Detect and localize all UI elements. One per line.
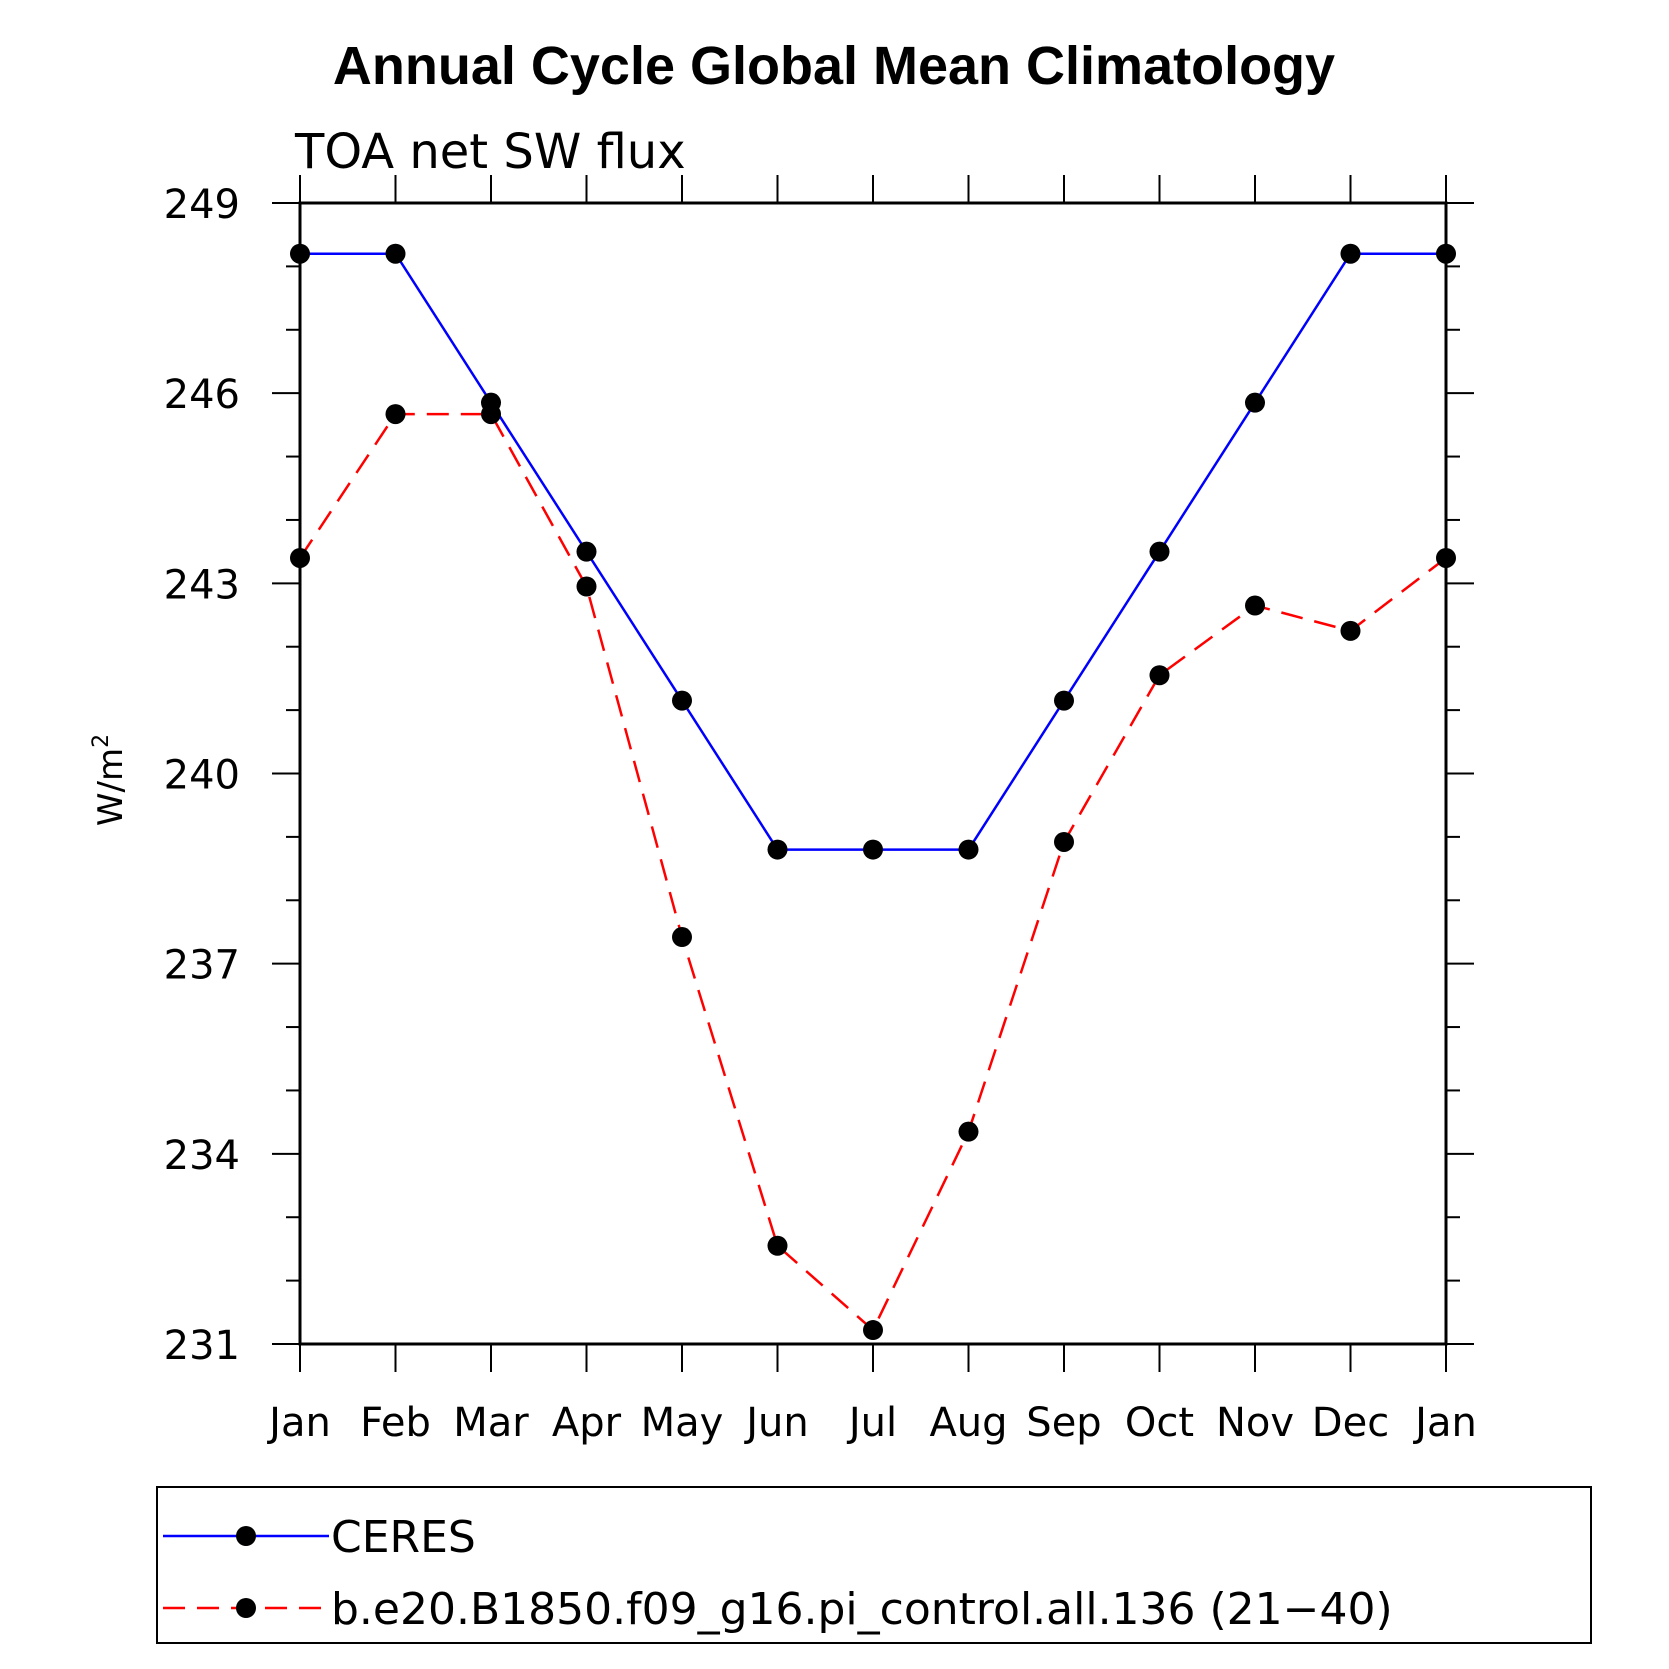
y-tick-label: 240	[164, 753, 240, 799]
data-point	[1054, 831, 1074, 852]
data-point	[1340, 243, 1361, 264]
y-tick-label: 246	[164, 372, 240, 418]
data-point	[385, 404, 406, 425]
data-point	[863, 839, 883, 860]
legend-label: CERES	[331, 1512, 476, 1563]
series-line	[298, 412, 1447, 1333]
data-point	[385, 243, 406, 264]
x-tick-label: Apr	[552, 1400, 622, 1446]
chart-subtitle: TOA net SW flux	[294, 124, 686, 180]
data-point	[958, 1121, 979, 1142]
data-point	[767, 839, 788, 860]
data-point	[958, 839, 979, 860]
data-point	[672, 927, 692, 948]
series-line	[300, 252, 1446, 851]
y-tick-label: 231	[164, 1323, 240, 1369]
x-tick-label: Jan	[1412, 1400, 1477, 1446]
x-tick-label: Jun	[743, 1400, 809, 1446]
data-point	[1340, 620, 1361, 641]
data-point	[1149, 541, 1170, 562]
data-point	[1436, 547, 1456, 568]
data-point	[863, 1320, 883, 1341]
x-tick-label: Dec	[1312, 1400, 1389, 1446]
y-tick-label: 243	[164, 562, 240, 608]
data-point	[767, 1235, 788, 1256]
series-0	[290, 243, 1456, 860]
x-tick-label: Nov	[1216, 1400, 1294, 1446]
x-tick-label: Jul	[846, 1400, 897, 1446]
legend: CERES b.e20.B1850.f09_g16.pi_control.all.…	[163, 1512, 1393, 1635]
axis-ticks	[272, 175, 1474, 1372]
y-tick-label: 249	[164, 182, 240, 228]
data-point	[1245, 595, 1265, 616]
x-tick-label: Mar	[453, 1400, 529, 1446]
chart-title: Annual Cycle Global Mean Climatology	[333, 36, 1335, 96]
legend-label: b.e20.B1850.f09_g16.pi_control.all.136 (…	[331, 1584, 1393, 1635]
data-point	[576, 576, 597, 597]
x-tick-label: Oct	[1125, 1400, 1194, 1446]
legend-marker	[236, 1526, 256, 1546]
x-tick-label: Sep	[1026, 1400, 1101, 1446]
y-axis-label: W/m2	[89, 734, 131, 826]
data-point	[290, 243, 310, 264]
x-tick-label: Aug	[929, 1400, 1007, 1446]
data-point	[672, 690, 692, 711]
data-point	[1245, 392, 1265, 413]
data-point	[576, 541, 597, 562]
data-point	[1436, 243, 1456, 264]
series-layer	[290, 243, 1456, 1341]
x-tick-label: May	[641, 1400, 724, 1446]
data-point	[1149, 665, 1170, 686]
y-tick-label: 234	[164, 1133, 240, 1179]
data-point	[290, 547, 310, 568]
data-point	[1054, 690, 1074, 711]
y-tick-label: 237	[164, 943, 240, 989]
x-tick-labels: Jan Feb Mar Apr May Jun Jul Aug Sep Oct Nov Dec Jan	[266, 1400, 1477, 1446]
x-tick-label: Feb	[360, 1400, 431, 1446]
legend-box	[156, 1486, 1592, 1644]
data-point	[481, 404, 501, 425]
series-1	[290, 404, 1456, 1341]
x-tick-label: Jan	[266, 1400, 331, 1446]
legend-marker	[236, 1598, 256, 1618]
y-tick-labels: 231 234 237 240 243 246 249	[164, 182, 240, 1369]
